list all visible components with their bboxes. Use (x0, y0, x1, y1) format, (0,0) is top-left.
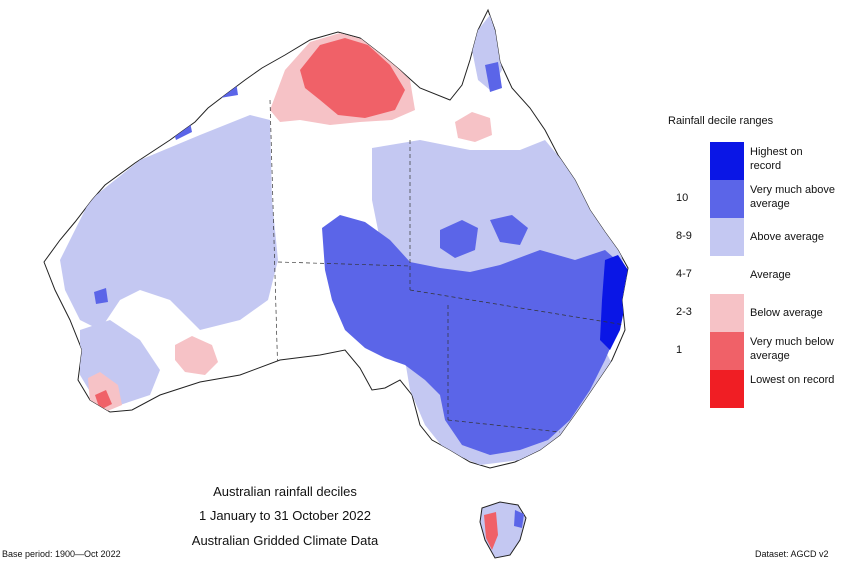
base-period-note: Base period: 1900—Oct 2022 (2, 549, 121, 559)
legend-item-average: 4-7 Average (676, 256, 836, 294)
region-very-much-above-north-coast (215, 75, 238, 98)
legend-item-below-average: 2-3 Below average (676, 294, 836, 332)
legend-range: 10 (676, 192, 689, 204)
legend-item-very-much-above-average: 10 Very much above average (676, 180, 836, 218)
legend-label: Above average (750, 231, 824, 243)
region-very-much-above-queensland (440, 220, 478, 258)
legend-label: Very much above average (750, 184, 835, 210)
region-very-much-above-cape-york (485, 62, 502, 92)
legend-range: 4-7 (676, 268, 692, 280)
legend-item-highest-on-record: Highest on record (676, 142, 836, 180)
legend-title: Rainfall decile ranges (668, 115, 774, 127)
legend-label: Highest on record (750, 146, 803, 172)
legend-swatch (710, 370, 744, 408)
map-dataset-title: Australian Gridded Climate Data (191, 533, 379, 548)
map-title: Australian rainfall deciles (213, 484, 357, 499)
legend-swatch (710, 332, 744, 370)
region-very-much-below-tasmania (484, 512, 498, 550)
legend-swatch (710, 256, 744, 294)
region-highest-on-record-nsw (600, 255, 628, 350)
region-below-average-queensland (455, 112, 492, 142)
state-borders (269, 99, 626, 433)
legend-swatch (710, 180, 744, 218)
legend-item-above-average: 8-9 Above average (676, 218, 836, 256)
legend-item-very-much-below-average: 1 Very much below average (676, 332, 836, 370)
region-very-much-above-southeast (322, 215, 625, 455)
legend-label: Lowest on record (750, 374, 835, 386)
region-very-much-below-southwest (95, 390, 112, 410)
region-very-much-above-queensland-2 (490, 215, 528, 245)
legend-range: 1 (676, 344, 683, 356)
legend-item-lowest-on-record: Lowest on record (676, 370, 836, 408)
region-very-much-below-arnhem (300, 38, 405, 118)
region-above-average-west (60, 115, 278, 330)
legend-label: Average (750, 269, 791, 281)
region-below-average-centre (175, 336, 218, 375)
region-very-much-above-tasmania (514, 510, 524, 528)
legend-label: Very much below average (750, 336, 834, 362)
legend-swatch (710, 142, 744, 180)
map-date-range: 1 January to 31 October 2022 (198, 508, 371, 523)
legend-swatch (710, 294, 744, 332)
legend-label: Below average (750, 307, 823, 319)
legend-range: 2-3 (676, 306, 692, 318)
region-very-much-above-west (94, 288, 108, 304)
legend-range: 8-9 (676, 230, 692, 242)
legend-swatch (710, 218, 744, 256)
dataset-note: Dataset: AGCD v2 (755, 549, 829, 559)
